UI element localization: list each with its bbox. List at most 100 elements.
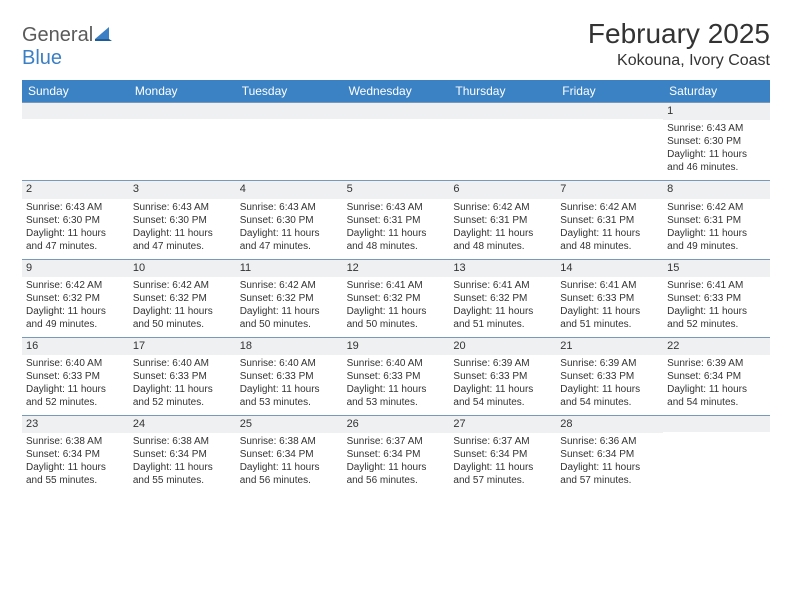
empty-day-cell: [22, 102, 129, 180]
sunset-line: Sunset: 6:34 PM: [560, 448, 659, 461]
empty-daynum-row: [663, 416, 770, 432]
sunrise-line: Sunrise: 6:43 AM: [240, 201, 339, 214]
sunrise-line: Sunrise: 6:43 AM: [667, 122, 766, 135]
day-cell: 23Sunrise: 6:38 AMSunset: 6:34 PMDayligh…: [22, 415, 129, 493]
empty-daynum-row: [556, 103, 663, 119]
day-number: 10: [129, 260, 236, 277]
empty-daynum-row: [22, 103, 129, 119]
day-number: 4: [236, 181, 343, 198]
day-number: 19: [343, 338, 450, 355]
daylight-line: Daylight: 11 hours and 54 minutes.: [453, 383, 552, 409]
sunrise-line: Sunrise: 6:40 AM: [133, 357, 232, 370]
sunset-line: Sunset: 6:30 PM: [133, 214, 232, 227]
day-cell: 3Sunrise: 6:43 AMSunset: 6:30 PMDaylight…: [129, 180, 236, 258]
sunset-line: Sunset: 6:32 PM: [453, 292, 552, 305]
sunrise-line: Sunrise: 6:42 AM: [560, 201, 659, 214]
day-number: 7: [556, 181, 663, 198]
day-cell: 9Sunrise: 6:42 AMSunset: 6:32 PMDaylight…: [22, 259, 129, 337]
day-cell: 10Sunrise: 6:42 AMSunset: 6:32 PMDayligh…: [129, 259, 236, 337]
sunset-line: Sunset: 6:33 PM: [133, 370, 232, 383]
logo-word-2: Blue: [22, 47, 62, 69]
sunrise-line: Sunrise: 6:41 AM: [453, 279, 552, 292]
daylight-line: Daylight: 11 hours and 52 minutes.: [667, 305, 766, 331]
empty-day-cell: [556, 102, 663, 180]
day-number: 5: [343, 181, 450, 198]
daylight-line: Daylight: 11 hours and 46 minutes.: [667, 148, 766, 174]
sunrise-line: Sunrise: 6:42 AM: [240, 279, 339, 292]
day-cell: 13Sunrise: 6:41 AMSunset: 6:32 PMDayligh…: [449, 259, 556, 337]
sunset-line: Sunset: 6:30 PM: [240, 214, 339, 227]
day-cell: 11Sunrise: 6:42 AMSunset: 6:32 PMDayligh…: [236, 259, 343, 337]
day-number: 27: [449, 416, 556, 433]
day-number: 18: [236, 338, 343, 355]
daylight-line: Daylight: 11 hours and 50 minutes.: [240, 305, 339, 331]
daylight-line: Daylight: 11 hours and 53 minutes.: [240, 383, 339, 409]
day-cell: 4Sunrise: 6:43 AMSunset: 6:30 PMDaylight…: [236, 180, 343, 258]
daylight-line: Daylight: 11 hours and 57 minutes.: [560, 461, 659, 487]
sunset-line: Sunset: 6:31 PM: [667, 214, 766, 227]
sunset-line: Sunset: 6:30 PM: [26, 214, 125, 227]
day-number: 6: [449, 181, 556, 198]
day-number: 8: [663, 181, 770, 198]
day-cell: 8Sunrise: 6:42 AMSunset: 6:31 PMDaylight…: [663, 180, 770, 258]
weekday-header: Thursday: [449, 80, 556, 102]
empty-day-cell: [343, 102, 450, 180]
logo-word-1: General: [22, 24, 93, 46]
sunset-line: Sunset: 6:33 PM: [453, 370, 552, 383]
sunset-line: Sunset: 6:33 PM: [26, 370, 125, 383]
daylight-line: Daylight: 11 hours and 51 minutes.: [560, 305, 659, 331]
sunrise-line: Sunrise: 6:38 AM: [133, 435, 232, 448]
daylight-line: Daylight: 11 hours and 56 minutes.: [347, 461, 446, 487]
weekday-header: Sunday: [22, 80, 129, 102]
logo: General Blue: [22, 18, 113, 70]
day-number: 17: [129, 338, 236, 355]
day-number: 26: [343, 416, 450, 433]
sunrise-line: Sunrise: 6:40 AM: [26, 357, 125, 370]
empty-daynum-row: [129, 103, 236, 119]
calendar-grid: SundayMondayTuesdayWednesdayThursdayFrid…: [22, 80, 770, 493]
sunrise-line: Sunrise: 6:36 AM: [560, 435, 659, 448]
sunrise-line: Sunrise: 6:39 AM: [667, 357, 766, 370]
sunrise-line: Sunrise: 6:39 AM: [560, 357, 659, 370]
day-number: 21: [556, 338, 663, 355]
day-cell: 21Sunrise: 6:39 AMSunset: 6:33 PMDayligh…: [556, 337, 663, 415]
sunrise-line: Sunrise: 6:40 AM: [240, 357, 339, 370]
sunset-line: Sunset: 6:31 PM: [347, 214, 446, 227]
daylight-line: Daylight: 11 hours and 55 minutes.: [133, 461, 232, 487]
empty-daynum-row: [449, 103, 556, 119]
daylight-line: Daylight: 11 hours and 48 minutes.: [560, 227, 659, 253]
daylight-line: Daylight: 11 hours and 51 minutes.: [453, 305, 552, 331]
empty-daynum-row: [343, 103, 450, 119]
daylight-line: Daylight: 11 hours and 52 minutes.: [133, 383, 232, 409]
day-number: 15: [663, 260, 770, 277]
sunset-line: Sunset: 6:33 PM: [667, 292, 766, 305]
sunset-line: Sunset: 6:34 PM: [667, 370, 766, 383]
day-number: 9: [22, 260, 129, 277]
daylight-line: Daylight: 11 hours and 52 minutes.: [26, 383, 125, 409]
sunrise-line: Sunrise: 6:41 AM: [560, 279, 659, 292]
weekday-header: Tuesday: [236, 80, 343, 102]
daylight-line: Daylight: 11 hours and 47 minutes.: [26, 227, 125, 253]
day-cell: 24Sunrise: 6:38 AMSunset: 6:34 PMDayligh…: [129, 415, 236, 493]
day-cell: 25Sunrise: 6:38 AMSunset: 6:34 PMDayligh…: [236, 415, 343, 493]
sunset-line: Sunset: 6:34 PM: [240, 448, 339, 461]
daylight-line: Daylight: 11 hours and 49 minutes.: [667, 227, 766, 253]
sunset-line: Sunset: 6:33 PM: [240, 370, 339, 383]
page-header: General Blue February 2025 Kokouna, Ivor…: [22, 18, 770, 70]
day-cell: 27Sunrise: 6:37 AMSunset: 6:34 PMDayligh…: [449, 415, 556, 493]
daylight-line: Daylight: 11 hours and 54 minutes.: [667, 383, 766, 409]
sunset-line: Sunset: 6:34 PM: [453, 448, 552, 461]
daylight-line: Daylight: 11 hours and 49 minutes.: [26, 305, 125, 331]
empty-day-cell: [236, 102, 343, 180]
day-number: 23: [22, 416, 129, 433]
day-number: 12: [343, 260, 450, 277]
sunset-line: Sunset: 6:32 PM: [347, 292, 446, 305]
day-cell: 1Sunrise: 6:43 AMSunset: 6:30 PMDaylight…: [663, 102, 770, 180]
day-number: 11: [236, 260, 343, 277]
daylight-line: Daylight: 11 hours and 56 minutes.: [240, 461, 339, 487]
sunset-line: Sunset: 6:34 PM: [347, 448, 446, 461]
day-number: 24: [129, 416, 236, 433]
day-number: 14: [556, 260, 663, 277]
day-number: 3: [129, 181, 236, 198]
logo-sail-icon: [95, 28, 113, 45]
